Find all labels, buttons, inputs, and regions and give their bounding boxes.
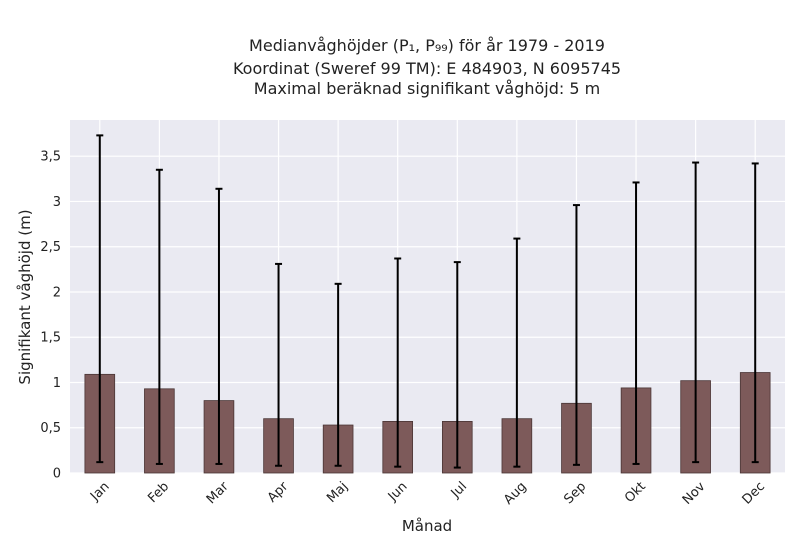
x-tick-label: Jul: [448, 479, 470, 501]
x-tick-label: Feb: [145, 479, 172, 506]
y-tick-label: 1,5: [40, 331, 61, 346]
title-line-2: Koordinat (Sweref 99 TM): E 484903, N 60…: [233, 59, 621, 78]
error-bar: [513, 237, 521, 468]
y-tick-label: 2,5: [40, 240, 61, 255]
x-tick-label: Dec: [740, 479, 768, 507]
error-bars: [96, 134, 759, 469]
error-bar: [275, 262, 283, 467]
error-bar: [215, 187, 223, 465]
x-tick-label: Jan: [87, 479, 112, 504]
x-tick-label: Nov: [680, 479, 709, 508]
chart-title: Medianvåghöjder (P₁, P₉₉) för år 1979 - …: [233, 36, 621, 98]
error-bar: [751, 162, 759, 464]
error-bar: [96, 134, 104, 464]
error-bar: [394, 257, 402, 468]
x-axis-label: Månad: [402, 517, 452, 535]
y-tick-labels: 0 0,5 1 1,5 2 2,5 3 3,5: [40, 150, 61, 482]
error-bar: [632, 181, 640, 465]
title-line-3: Maximal beräknad signifikant våghöjd: 5 …: [254, 79, 600, 98]
y-tick-label: 3,5: [40, 150, 61, 165]
x-tick-label: Maj: [324, 479, 351, 506]
plot-area: [70, 120, 785, 473]
x-tick-label: Jun: [385, 479, 411, 505]
y-tick-label: 0,5: [40, 421, 61, 436]
y-gridlines: [70, 155, 785, 474]
error-bar: [692, 161, 700, 464]
y-tick-label: 3: [53, 195, 61, 210]
x-tick-label: Sep: [561, 479, 589, 507]
x-tick-label: Aug: [501, 479, 530, 508]
error-bar: [572, 204, 580, 466]
x-tick-label: Mar: [204, 479, 232, 507]
error-bar: [334, 282, 342, 467]
y-tick-label: 0: [53, 467, 61, 482]
error-bar: [453, 261, 461, 469]
error-bar: [155, 168, 163, 465]
y-tick-label: 2: [53, 285, 61, 300]
title-line-1: Medianvåghöjder (P₁, P₉₉) för år 1979 - …: [249, 36, 605, 55]
y-axis-label: Signifikant våghöjd (m): [16, 209, 34, 384]
x-tick-label: Apr: [265, 479, 292, 506]
y-tick-label: 1: [53, 376, 61, 391]
x-tick-label: Okt: [622, 479, 649, 506]
x-tick-labels: Jan Feb Mar Apr Maj Jun Jul Aug Sep Okt Nov Dec: [87, 479, 768, 508]
